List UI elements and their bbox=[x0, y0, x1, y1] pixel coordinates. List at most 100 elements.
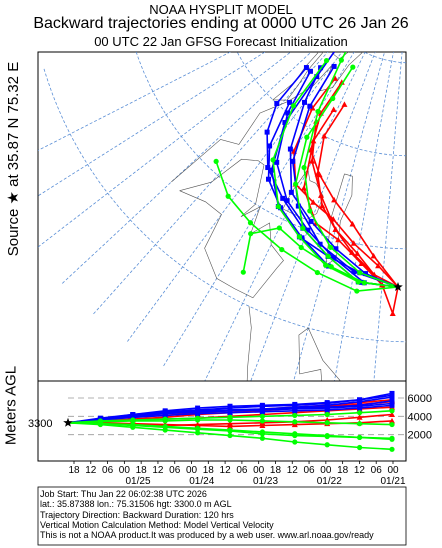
height-marker bbox=[389, 417, 395, 424]
trajectory-marker bbox=[298, 244, 304, 251]
trajectory-marker bbox=[279, 246, 285, 253]
trajectory-marker bbox=[287, 99, 293, 105]
height-marker bbox=[259, 413, 265, 419]
height-marker bbox=[389, 402, 395, 408]
trajectory-marker bbox=[317, 241, 323, 247]
height-source-star-icon bbox=[63, 417, 73, 427]
trajectory-marker bbox=[213, 158, 219, 164]
x-tick-label: 18 bbox=[68, 465, 80, 476]
height-marker bbox=[389, 421, 395, 428]
trajectory-marker bbox=[270, 157, 276, 163]
chart-title: Backward trajectories ending at 0000 UTC… bbox=[33, 15, 409, 32]
x-tick-label: 18 bbox=[337, 465, 349, 476]
height-marker bbox=[259, 418, 265, 424]
trajectory-marker bbox=[305, 227, 311, 233]
height-marker bbox=[357, 421, 363, 427]
trajectory-marker bbox=[307, 68, 313, 74]
height-marker bbox=[292, 405, 298, 411]
trajectory-marker bbox=[350, 64, 356, 70]
height-marker bbox=[324, 420, 330, 426]
height-tick-label: 4000 bbox=[408, 411, 432, 423]
x-tick-label: 18 bbox=[136, 465, 148, 476]
trajectory-marker bbox=[288, 189, 294, 195]
latitude-line bbox=[43, 68, 406, 343]
longitude-line bbox=[38, 52, 232, 151]
trajectory-marker bbox=[309, 104, 316, 111]
height-tick-label: 2000 bbox=[408, 430, 432, 442]
trajectory-marker bbox=[247, 220, 254, 226]
height-marker bbox=[389, 390, 395, 396]
x-tick-label: 12 bbox=[85, 465, 97, 476]
date-label: 01/21 bbox=[380, 476, 405, 487]
trajectory-marker bbox=[280, 195, 286, 201]
trajectory-marker bbox=[327, 244, 334, 250]
trajectory-marker bbox=[354, 250, 361, 256]
trajectory-marker bbox=[275, 203, 281, 210]
trajectory-marker bbox=[323, 57, 330, 64]
latitude-line bbox=[236, 52, 406, 157]
height-marker bbox=[292, 439, 298, 445]
height-marker bbox=[356, 414, 363, 420]
source-star-icon bbox=[393, 282, 403, 291]
x-tick-label: 06 bbox=[169, 465, 181, 476]
footer-frame bbox=[37, 486, 407, 546]
trajectory-marker bbox=[361, 16, 366, 21]
trajectory-marker bbox=[300, 225, 306, 231]
height-marker bbox=[227, 408, 233, 414]
height-marker bbox=[389, 411, 395, 417]
trajectory-marker bbox=[332, 226, 339, 232]
coastline bbox=[272, 52, 324, 101]
trajectory-lines bbox=[213, 16, 403, 317]
trajectory-marker bbox=[321, 133, 328, 139]
trajectory-marker bbox=[375, 262, 382, 269]
trajectory-marker bbox=[331, 255, 337, 261]
height-marker bbox=[389, 408, 395, 414]
trajectory-marker bbox=[307, 103, 313, 109]
height-marker bbox=[195, 409, 201, 415]
longitude-line bbox=[93, 52, 329, 315]
x-tick-label: 18 bbox=[203, 465, 215, 476]
trajectory-marker bbox=[248, 231, 254, 237]
trajectory-marker bbox=[332, 75, 339, 81]
trajectory-marker bbox=[296, 234, 303, 240]
trajectory-marker bbox=[354, 288, 360, 294]
x-tick-label: 00 bbox=[119, 465, 131, 476]
height-marker bbox=[227, 403, 233, 409]
height-marker bbox=[259, 429, 265, 435]
trajectory-marker bbox=[240, 269, 246, 275]
height-marker bbox=[324, 411, 330, 418]
trajectory-marker bbox=[264, 129, 270, 135]
longitude-line bbox=[334, 52, 394, 381]
date-label: 01/22 bbox=[317, 476, 342, 487]
height-tick-label: 6000 bbox=[408, 393, 432, 405]
trajectory-marker bbox=[319, 202, 326, 209]
height-marker bbox=[259, 422, 266, 428]
height-marker bbox=[389, 398, 395, 404]
latitude-line bbox=[135, 52, 406, 250]
height-marker bbox=[357, 397, 363, 403]
trajectory-marker bbox=[357, 270, 363, 276]
height-marker bbox=[195, 405, 201, 411]
height-marker bbox=[292, 431, 298, 437]
trajectory-marker bbox=[300, 185, 307, 191]
trajectory-marker bbox=[290, 103, 297, 109]
x-tick-label: 00 bbox=[320, 465, 332, 476]
trajectory-marker bbox=[338, 57, 344, 63]
trajectory-marker bbox=[265, 176, 271, 182]
start-height-label: 3300 bbox=[28, 418, 52, 430]
height-marker bbox=[357, 444, 363, 451]
trajectory-marker bbox=[290, 158, 296, 164]
height-marker bbox=[130, 413, 136, 419]
trajectory-marker bbox=[292, 181, 299, 187]
trajectory-marker bbox=[330, 106, 337, 113]
trajectory-marker bbox=[274, 159, 280, 165]
height-marker bbox=[389, 436, 395, 442]
trajectory-marker bbox=[301, 164, 307, 171]
trajectory-marker bbox=[308, 158, 315, 164]
coastline bbox=[246, 306, 341, 381]
date-label: 01/23 bbox=[253, 476, 278, 487]
trajectory-marker bbox=[361, 280, 367, 286]
trajectory-marker bbox=[317, 192, 324, 198]
